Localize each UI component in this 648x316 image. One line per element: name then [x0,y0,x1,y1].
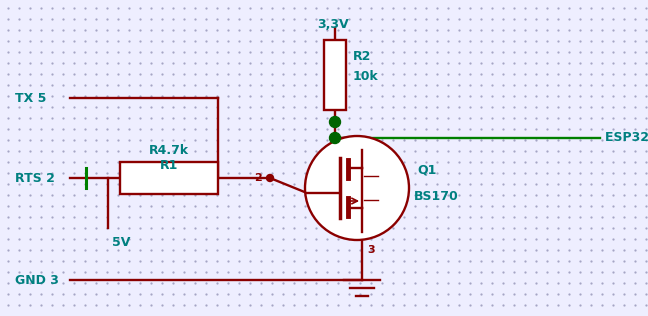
Text: Q1: Q1 [417,163,436,177]
Bar [120,162,218,194]
Text: 3: 3 [367,245,375,255]
Circle shape [329,132,340,143]
Text: 3,3V: 3,3V [317,18,349,31]
Text: 2: 2 [254,173,262,183]
Text: TX 5: TX 5 [15,92,47,105]
Text: R4.7k: R4.7k [149,144,189,157]
Bar [324,40,346,110]
Text: GND 3: GND 3 [15,274,59,287]
Text: 1: 1 [319,151,327,161]
Text: 5V: 5V [112,236,130,249]
Circle shape [329,117,340,127]
Text: R2: R2 [353,50,371,63]
Circle shape [305,136,409,240]
Text: R1: R1 [160,159,178,172]
Text: 10k: 10k [353,70,378,83]
Text: BS170: BS170 [414,190,459,203]
Circle shape [266,174,273,181]
Text: ESP32 pin: ESP32 pin [605,131,648,144]
Text: RTS 2: RTS 2 [15,172,55,185]
